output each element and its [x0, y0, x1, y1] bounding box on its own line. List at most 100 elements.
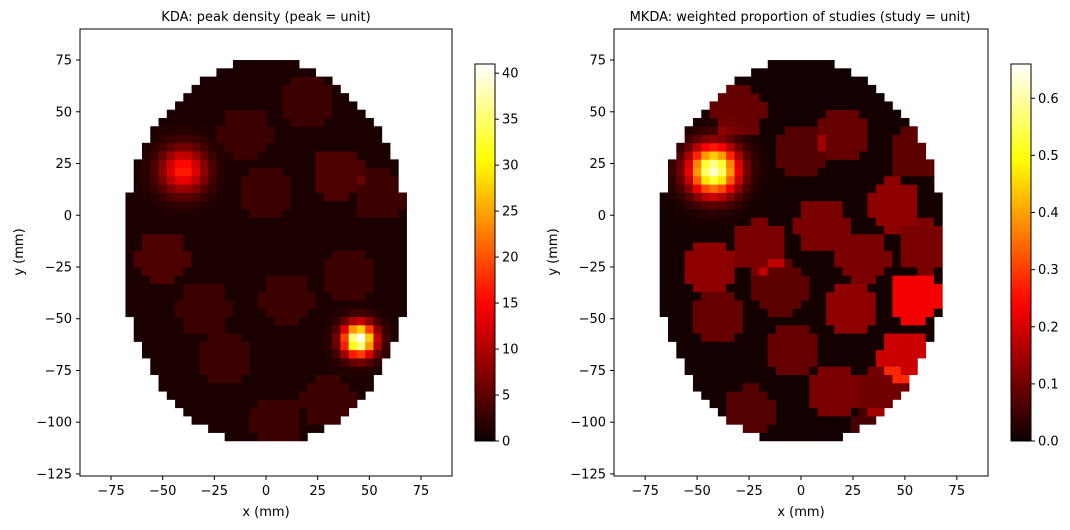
mkda-heatmap-cell: [742, 192, 752, 202]
mkda-heatmap-cell: [933, 217, 943, 226]
mkda-heatmap-cell: [726, 192, 735, 202]
kda-heatmap-cell: [224, 225, 234, 235]
kda-heatmap-cell: [175, 184, 184, 193]
mkda-heatmap-cell: [759, 366, 769, 375]
mkda-heatmap-cell: [784, 349, 794, 359]
mkda-heatmap-cell: [875, 167, 885, 177]
kda-heatmap-cell: [398, 250, 407, 260]
kda-heatmap-cell: [315, 316, 325, 326]
kda-heatmap-cell: [183, 407, 192, 417]
kda-heatmap-cell: [199, 200, 209, 210]
mkda-heatmap-cell: [875, 134, 885, 144]
kda-heatmap-cell: [332, 308, 341, 318]
mkda-heatmap-cell: [742, 333, 752, 342]
kda-heatmap-cell: [125, 209, 135, 218]
mkda-heatmap-cell: [875, 258, 885, 268]
kda-heatmap-cell: [373, 366, 383, 375]
mkda-heatmap-cell: [792, 93, 802, 102]
mkda-heatmap-cell: [692, 275, 702, 284]
mkda-heatmap-cell: [850, 291, 860, 301]
kda-heatmap-cell: [307, 117, 316, 127]
mkda-heatmap-cell: [742, 109, 752, 119]
mkda-heatmap-cell: [776, 209, 785, 218]
kda-heatmap-cell: [274, 151, 283, 160]
kda-heatmap-cell: [158, 225, 168, 235]
mkda-heatmap-cell: [859, 324, 868, 334]
mkda-heatmap-cell: [867, 250, 877, 260]
mkda-heatmap-cell: [809, 192, 819, 202]
mkda-heatmap-cell: [759, 316, 769, 326]
kda-heatmap-cell: [199, 175, 209, 185]
mkda-heatmap-cell: [867, 300, 877, 309]
kda-heatmap-cell: [348, 142, 358, 152]
mkda-heatmap-cell: [767, 300, 777, 309]
kda-heatmap-cell: [282, 415, 292, 425]
kda-heatmap-cell: [257, 117, 267, 127]
mkda-heatmap-cell: [767, 308, 777, 318]
mkda-heatmap-cell: [850, 300, 860, 309]
kda-heatmap-cell: [166, 324, 176, 334]
kda-heatmap-cell: [183, 126, 192, 135]
mkda-heatmap-cell: [909, 225, 918, 235]
kda-heatmap-cell: [266, 250, 275, 260]
mkda-heatmap-cell: [867, 283, 877, 293]
kda-heatmap-cell: [356, 126, 366, 135]
kda-heatmap-cell: [158, 366, 168, 375]
kda-heatmap-cell: [125, 233, 135, 243]
kda-heatmap-cell: [241, 60, 250, 69]
kda-heatmap-cell: [158, 382, 168, 392]
mkda-heatmap-cell: [784, 432, 794, 442]
kda-heatmap-cell: [307, 134, 316, 144]
mkda-heatmap-cell: [809, 217, 819, 226]
kda-heatmap-cell: [191, 382, 201, 392]
kda-heatmap-cell: [274, 142, 283, 152]
kda-heatmap-cell: [150, 184, 159, 193]
mkda-heatmap-cell: [867, 151, 877, 160]
mkda-heatmap-cell: [676, 333, 686, 342]
mkda-heatmap-cell: [717, 341, 727, 351]
kda-heatmap-cell: [381, 209, 391, 218]
mkda-heatmap-cell: [751, 275, 760, 284]
kda-heatmap-cell: [315, 93, 325, 102]
kda-heatmap-cell: [290, 382, 300, 392]
kda-heatmap-cell: [266, 258, 275, 268]
mkda-heatmap-cell: [900, 275, 910, 284]
kda-heatmap-cell: [216, 333, 226, 342]
mkda-heatmap-cell: [933, 209, 943, 218]
kda-heatmap-cell: [175, 341, 184, 351]
mkda-heatmap-cell: [834, 109, 843, 119]
mkda-heatmap-cell: [809, 432, 819, 442]
mkda-heatmap-cell: [850, 349, 860, 359]
kda-heatmap-cell: [299, 424, 308, 433]
kda-heatmap-cell: [365, 117, 374, 127]
kda-heatmap-cell: [224, 266, 234, 276]
mkda-heatmap-cell: [867, 175, 877, 185]
mkda-heatmap-cell: [659, 192, 669, 202]
mkda-heatmap-cell: [701, 225, 710, 235]
mkda-heatmap-cell: [825, 283, 835, 293]
mkda-heatmap-cell: [801, 374, 810, 384]
kda-heatmap-cell: [299, 250, 308, 260]
mkda-heatmap-cell: [867, 184, 877, 193]
kda-heatmap-cell: [373, 349, 383, 359]
kda-heatmap-cell: [158, 258, 168, 268]
kda-heatmap-cell: [340, 142, 350, 152]
kda-heatmap-cell: [125, 225, 135, 235]
kda-heatmap-cell: [199, 266, 209, 276]
mkda-heatmap-cell: [676, 217, 686, 226]
kda-heatmap-cell: [356, 275, 366, 284]
kda-heatmap-cell: [365, 291, 374, 301]
mkda-heatmap-cell: [784, 358, 794, 367]
mkda-heatmap-cell: [933, 291, 943, 301]
mkda-heatmap-cell: [767, 225, 777, 235]
kda-heatmap-cell: [166, 109, 176, 119]
kda-heatmap-cell: [150, 200, 159, 210]
mkda-heatmap-cell: [709, 283, 719, 293]
kda-heatmap-cell: [282, 68, 292, 77]
kda-heatmap-cell: [323, 142, 333, 152]
mkda-heatmap-cell: [909, 358, 918, 367]
mkda-heatmap-cell: [875, 126, 885, 135]
kda-heatmap-cell: [232, 175, 242, 185]
mkda-heatmap-cell: [659, 258, 669, 268]
mkda-heatmap-cell: [867, 200, 877, 210]
